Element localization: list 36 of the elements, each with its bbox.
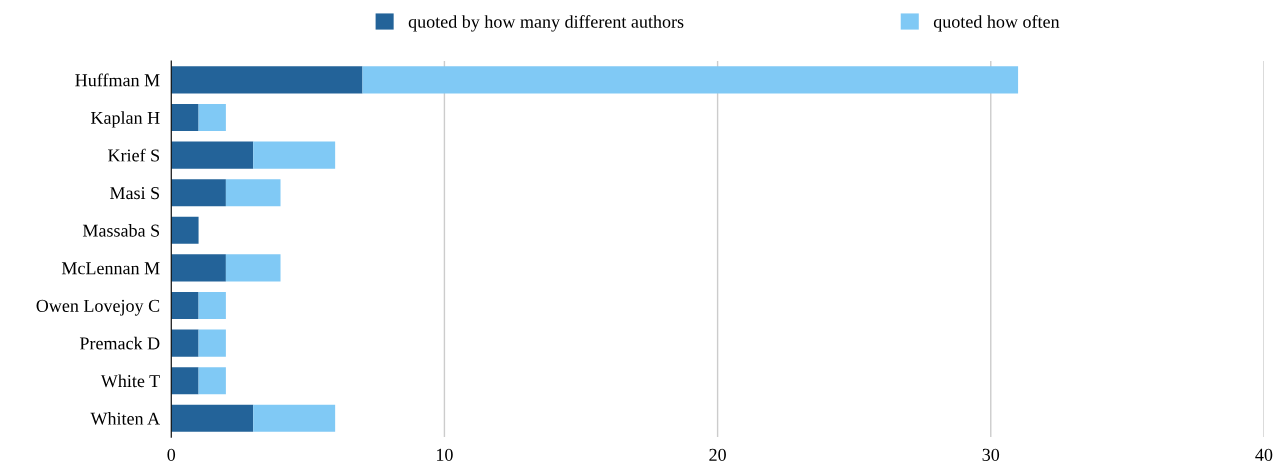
y-tick-label: Whiten A [90, 412, 161, 425]
bar [225, 254, 281, 282]
bar [253, 404, 336, 432]
x-tick-label: 10 [436, 448, 453, 461]
bar [171, 141, 254, 169]
bar [198, 367, 226, 395]
bar [171, 254, 226, 282]
y-tick-label: White T [100, 374, 160, 388]
bar [198, 329, 226, 357]
bar [171, 329, 199, 357]
y-tick-label: Massaba S [82, 224, 160, 237]
y-tick-label: Owen Lovejoy C [36, 299, 160, 316]
bar [253, 141, 336, 169]
bar [171, 367, 199, 395]
bar [171, 404, 254, 432]
bar [362, 66, 1019, 94]
y-tick-label: Premack D [79, 336, 160, 350]
y-tick-label: McLennan M [61, 262, 160, 275]
legend-label: quoted by how many different authors [408, 14, 684, 32]
legend-label: quoted how often [933, 14, 1060, 32]
bar [225, 179, 281, 207]
bar [171, 179, 226, 207]
y-tick-label: Krief S [108, 148, 160, 162]
x-tick-label: 20 [709, 448, 726, 461]
x-tick-label: 30 [982, 448, 1000, 461]
x-tick-label: 40 [1255, 448, 1273, 461]
bar [171, 291, 199, 320]
x-tick-label: 0 [167, 448, 176, 461]
y-tick-label: Kaplan H [90, 111, 160, 128]
bar [171, 216, 199, 244]
y-tick-label: Huffman M [75, 73, 160, 87]
bar [171, 66, 363, 94]
bar [198, 291, 226, 320]
bar [171, 103, 199, 132]
bar [198, 103, 226, 132]
y-tick-label: Masi S [109, 187, 160, 200]
